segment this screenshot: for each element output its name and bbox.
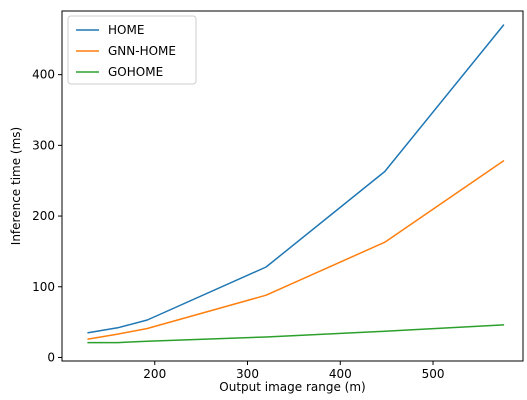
y-tick-label: 400 (32, 68, 55, 82)
legend: HOME GNN-HOME GOHOME (67, 15, 197, 85)
y-tick-label: 300 (32, 138, 55, 152)
legend-label: GNN-HOME (108, 44, 176, 58)
legend-label: GOHOME (108, 65, 163, 79)
series-line-gohome (87, 324, 505, 344)
plot-frame (61, 10, 524, 362)
x-tick-label: 300 (236, 367, 259, 381)
legend-label: HOME (108, 23, 144, 37)
y-tick-label: 100 (32, 280, 55, 294)
x-axis-label: Output image range (m) (219, 380, 365, 394)
series-line-gnn-home (87, 160, 505, 340)
x-tick-label: 200 (143, 367, 166, 381)
x-tick-label: 400 (329, 367, 352, 381)
legend-box (67, 15, 197, 85)
ticks-layer: 200 300 400 500 0 100 200 300 400 (32, 68, 444, 381)
x-tick-label: 500 (422, 367, 445, 381)
y-axis-label: Inference time (ms) (9, 127, 23, 245)
series-layer (87, 24, 505, 344)
y-tick-label: 200 (32, 209, 55, 223)
series-line-home (87, 24, 505, 334)
y-tick-label: 0 (47, 350, 55, 364)
